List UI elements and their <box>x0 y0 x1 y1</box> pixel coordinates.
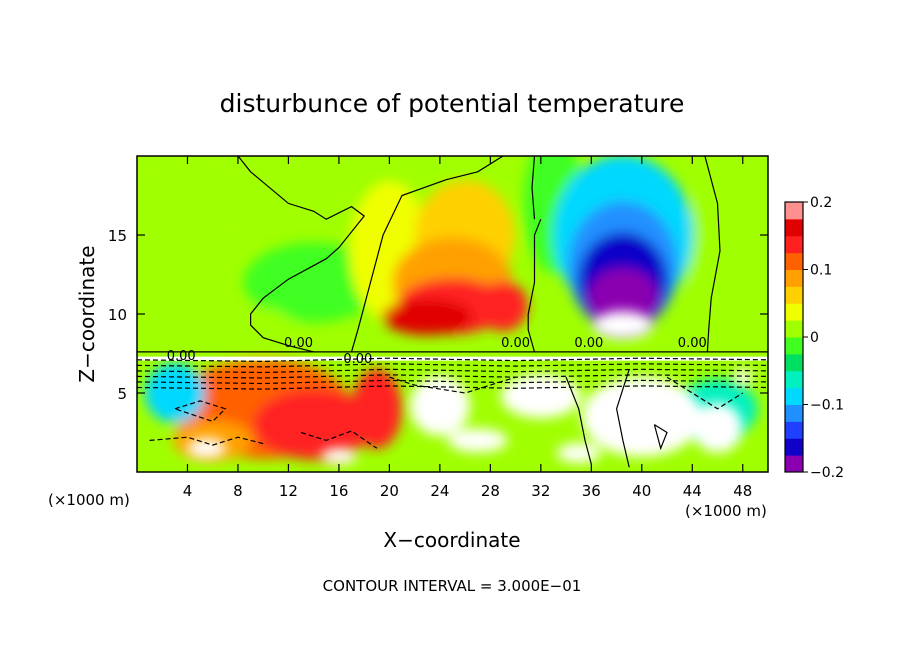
contour-label: 0.00 <box>167 349 196 364</box>
colorbar-swatch <box>785 286 803 304</box>
colorbar-tick-label: 0 <box>810 330 819 346</box>
colorbar-swatch <box>785 404 803 422</box>
colorbar-swatch <box>785 421 803 439</box>
contour-line <box>137 363 768 368</box>
field-blob <box>253 389 374 460</box>
contour-line <box>237 156 366 353</box>
colorbar-swatch <box>785 353 803 372</box>
x-axis: 4 8 12 16 20 24 28 32 36 40 44 48 <box>183 156 752 500</box>
x-tick-label: 16 <box>329 482 348 500</box>
colorbar: 0.2 0.1 0 −0.1 −0.2 <box>784 195 844 481</box>
contour-line <box>137 357 768 363</box>
saturation-blob <box>500 374 581 419</box>
x-tick-label: 24 <box>430 482 449 500</box>
colorbar-swatch <box>785 370 803 389</box>
field-blob <box>351 368 402 449</box>
contour-line <box>389 376 516 394</box>
x-axis-label: X−coordinate <box>383 528 520 552</box>
saturation-blob <box>186 438 227 459</box>
colorbar-swatch <box>785 252 803 270</box>
colorbar-swatch <box>785 320 803 338</box>
contour-line <box>653 424 668 451</box>
colorbar-swatch <box>785 387 803 405</box>
saturation-blob <box>581 376 702 457</box>
contour-label: 0.00 <box>284 336 313 351</box>
colorbar-swatch <box>785 235 803 254</box>
contour-label: 0.00 <box>574 336 603 351</box>
colorbar-swatch <box>785 455 803 473</box>
contour-lines <box>137 156 768 468</box>
contour-labels: 0.00 0.00 0.00 0.00 0.00 0.00 <box>167 336 707 367</box>
x-unit-label-left: (×1000 m) <box>48 491 130 509</box>
y-tick-label: 15 <box>108 227 127 245</box>
colorbar-tick-label: −0.2 <box>810 465 844 481</box>
contour-label: 0.00 <box>678 336 707 351</box>
contour-line <box>615 369 630 468</box>
x-tick-label: 44 <box>683 482 702 500</box>
contour-line <box>565 376 592 465</box>
contour-line <box>527 218 542 353</box>
field-blob <box>687 170 748 331</box>
x-tick-label: 12 <box>279 482 298 500</box>
x-tick-label: 4 <box>183 482 193 500</box>
contour-line <box>137 374 768 379</box>
contour-line <box>137 385 768 390</box>
x-tick-label: 36 <box>582 482 601 500</box>
contour-line <box>149 436 264 446</box>
contour-line <box>300 430 378 449</box>
field-blob <box>144 363 205 423</box>
chart-title: disturbunce of potential temperature <box>220 89 685 118</box>
colorbar-swatch <box>785 202 803 220</box>
contour-label: 0.00 <box>501 336 530 351</box>
field-blob <box>477 281 528 332</box>
saturation-blob <box>592 311 653 340</box>
inversion-line <box>137 356 768 361</box>
colorbar-tick-label: 0.1 <box>810 263 832 279</box>
y-tick-label: 10 <box>108 306 127 324</box>
contour-line <box>350 156 504 353</box>
x-unit-label-right: (×1000 m) <box>685 502 767 520</box>
contour-line <box>137 368 768 374</box>
field-blob <box>243 242 384 323</box>
field-saturation <box>186 311 753 465</box>
x-tick-label: 8 <box>233 482 243 500</box>
contour-line <box>666 376 744 410</box>
colorbar-swatch <box>785 269 803 287</box>
y-tick-label: 5 <box>117 385 127 403</box>
field-blob <box>382 299 473 336</box>
y-axis: 5 10 15 <box>108 227 768 403</box>
contour-line <box>137 379 768 385</box>
saturation-blob <box>692 402 743 453</box>
contour-line <box>174 400 227 423</box>
contour-label: 0.00 <box>343 352 372 367</box>
x-tick-label: 20 <box>380 482 399 500</box>
colorbar-swatch <box>785 303 803 321</box>
x-tick-label: 32 <box>531 482 550 500</box>
colorbar-tick-label: 0.2 <box>810 195 832 211</box>
contour-interval-footer: CONTOUR INTERVAL = 3.000E−01 <box>323 577 582 595</box>
saturation-blob <box>320 448 357 465</box>
colorbar-swatch <box>785 438 803 456</box>
contour-line <box>704 156 721 352</box>
field-blob <box>177 304 298 355</box>
saturation-blob <box>732 369 753 386</box>
x-tick-label: 28 <box>481 482 500 500</box>
contour-line <box>531 156 536 220</box>
saturation-blob <box>447 428 508 453</box>
field-blob <box>587 268 658 329</box>
x-tick-label: 40 <box>632 482 651 500</box>
field-blob <box>137 156 258 264</box>
saturation-blob <box>556 443 601 464</box>
colorbar-swatch <box>785 218 803 237</box>
saturation-blob <box>409 375 470 436</box>
heatmap-field <box>137 156 768 472</box>
colorbar-swatch <box>785 337 803 355</box>
y-axis-label: Z−coordinate <box>75 245 99 382</box>
x-tick-label: 48 <box>733 482 752 500</box>
colorbar-tick-label: −0.1 <box>810 398 844 414</box>
